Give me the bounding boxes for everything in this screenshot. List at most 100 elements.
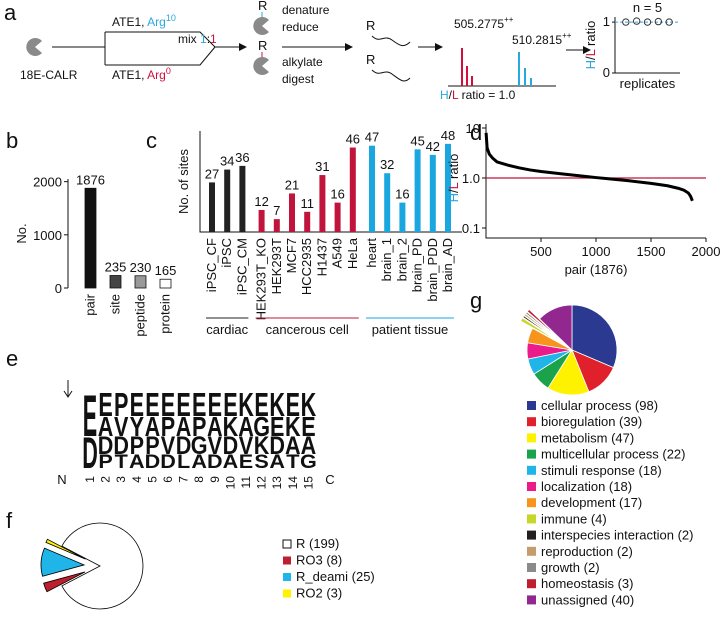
logo-letter: E bbox=[286, 386, 300, 423]
x-tick-label: HEK293T bbox=[269, 238, 284, 294]
x-tick-label: A549 bbox=[330, 238, 345, 268]
charge: ++ bbox=[562, 31, 572, 40]
bar bbox=[209, 182, 215, 232]
residue: R bbox=[366, 18, 375, 33]
bar bbox=[109, 275, 122, 289]
label-part: L bbox=[446, 182, 461, 189]
logo-letter: A bbox=[98, 411, 114, 442]
pie-slice bbox=[45, 538, 86, 560]
protein-icon bbox=[253, 17, 269, 35]
logo-letter: L bbox=[177, 451, 190, 473]
bar bbox=[319, 175, 326, 232]
legend-swatch bbox=[282, 539, 292, 549]
arg-sup: 0 bbox=[166, 66, 171, 76]
point bbox=[654, 17, 663, 26]
logo-letter: V bbox=[208, 432, 223, 460]
position-label: 7 bbox=[177, 476, 191, 483]
position-label: 10 bbox=[223, 476, 237, 490]
logo-letter: K bbox=[238, 386, 254, 423]
logo-letter: E bbox=[176, 386, 190, 423]
peptide bbox=[371, 35, 411, 47]
logo-letter: E bbox=[130, 386, 144, 423]
logo-letter: V bbox=[161, 432, 176, 460]
logo-letter: A bbox=[269, 451, 285, 473]
legend-swatch bbox=[527, 465, 536, 475]
legend-label: R_deami (25) bbox=[296, 569, 375, 584]
logo-letter: D bbox=[269, 432, 285, 460]
x-tick-label: brain_AD bbox=[440, 238, 455, 292]
label-part: / bbox=[446, 189, 461, 193]
legend-label: growth (2) bbox=[541, 560, 600, 575]
legend-swatch bbox=[527, 579, 536, 589]
value-label: 31 bbox=[315, 159, 329, 174]
mix-sep: : bbox=[207, 32, 210, 46]
panel-label: a bbox=[4, 0, 17, 25]
group-label: patient tissue bbox=[372, 322, 449, 337]
schematic: 18E-CALR ATE1, Arg10 ATE1, Arg0 mix 1:1 … bbox=[20, 0, 591, 102]
bar bbox=[134, 275, 147, 289]
y-tick-label: 1000 bbox=[33, 228, 62, 243]
y-axis-label: H/L ratio bbox=[446, 154, 461, 203]
x-tick-label: 500 bbox=[530, 244, 552, 259]
residue: R bbox=[366, 52, 375, 67]
value-label: 16 bbox=[330, 187, 344, 202]
chart-title: n = 5 bbox=[633, 0, 662, 15]
value-label: 47 bbox=[365, 130, 379, 145]
slash: / bbox=[449, 88, 453, 102]
logo-letter: E bbox=[98, 386, 112, 423]
substrate-label: 18E-CALR bbox=[20, 68, 78, 82]
x-tick-label: site bbox=[108, 294, 123, 314]
value-label: 48 bbox=[441, 128, 455, 143]
pie-slice bbox=[522, 315, 561, 343]
step: denature bbox=[282, 3, 330, 17]
legend-swatch bbox=[283, 589, 291, 598]
heavy-peaks bbox=[518, 52, 532, 86]
pie-slice bbox=[40, 547, 86, 577]
logo-letter: P bbox=[145, 432, 159, 460]
legend-label: cellular process (98) bbox=[541, 398, 658, 413]
arg: Arg bbox=[147, 68, 166, 82]
value-label: 165 bbox=[155, 263, 177, 278]
group-label: cancerous cell bbox=[266, 322, 349, 337]
residue: R bbox=[258, 38, 267, 53]
legend-label: development (17) bbox=[541, 495, 642, 510]
bar bbox=[258, 209, 265, 232]
mix-light: 1 bbox=[210, 32, 217, 46]
value-label: 230 bbox=[130, 260, 152, 275]
peptide bbox=[371, 69, 411, 82]
pie-slice bbox=[525, 311, 562, 342]
protein-icon bbox=[26, 37, 42, 56]
legend-swatch bbox=[527, 482, 536, 491]
x-tick-label: 2000 bbox=[692, 244, 720, 259]
position-label: 12 bbox=[255, 476, 269, 490]
value-label: 45 bbox=[410, 133, 424, 148]
bar bbox=[399, 202, 406, 232]
value-label: 32 bbox=[380, 157, 394, 172]
logo-letter: G bbox=[191, 432, 208, 460]
logo-letter: P bbox=[161, 411, 175, 442]
logo-letter: A bbox=[223, 451, 239, 473]
value-label: 36 bbox=[235, 150, 249, 165]
logo-letter: D bbox=[223, 432, 239, 460]
y-tick-label: 2000 bbox=[33, 175, 62, 190]
logo-letter: E bbox=[83, 384, 97, 449]
bar bbox=[334, 202, 341, 232]
logo-letter: P bbox=[130, 432, 144, 460]
position-label: 6 bbox=[161, 476, 175, 483]
legend-swatch bbox=[527, 417, 536, 427]
logo-letter: A bbox=[207, 411, 223, 442]
label-part: ratio bbox=[583, 21, 598, 50]
position-label: 2 bbox=[99, 476, 113, 483]
logo-letter: E bbox=[301, 411, 315, 442]
logo-letter: S bbox=[254, 451, 268, 473]
x-tick-label: protein bbox=[158, 294, 173, 334]
point bbox=[665, 18, 673, 26]
position-label: 11 bbox=[239, 476, 253, 489]
position-label: 9 bbox=[208, 476, 222, 483]
position-label: 15 bbox=[301, 476, 315, 490]
position-label: 3 bbox=[114, 476, 128, 483]
point bbox=[643, 18, 652, 26]
logo-letter: E bbox=[161, 386, 175, 423]
logo-letter: P bbox=[98, 451, 112, 473]
logo-letter: K bbox=[301, 386, 317, 423]
